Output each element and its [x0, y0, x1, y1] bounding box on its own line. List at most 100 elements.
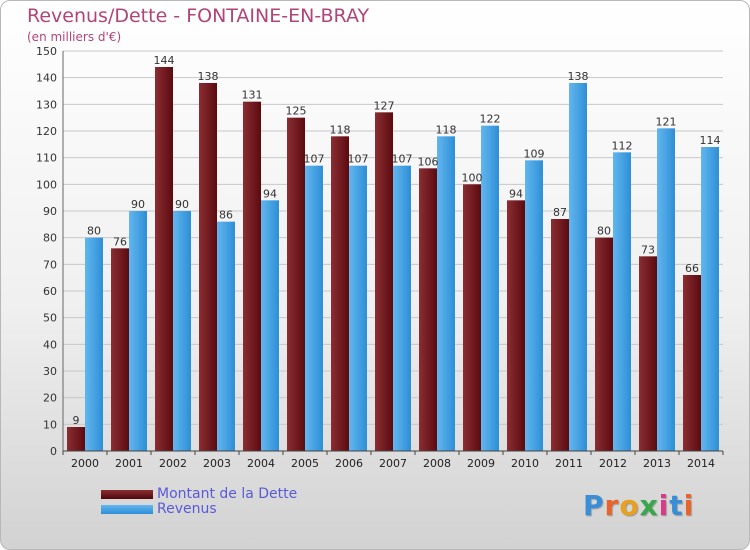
bar-dette [375, 112, 393, 451]
bar-revenus [569, 83, 587, 451]
chart-subtitle: (en milliers d'€) [27, 30, 122, 44]
bar-revenus [657, 128, 675, 451]
bar-dette [463, 184, 481, 452]
bar-revenus [217, 221, 235, 451]
data-labels: 9 80 76 90 144 90 138 86 131 94 125 107 118 107 127 107… [73, 54, 721, 427]
data-label-revenus: 121 [656, 115, 677, 128]
y-tick-label: 60 [43, 285, 57, 298]
y-tick-label: 70 [43, 258, 57, 271]
x-tick-label: 2010 [511, 457, 539, 470]
bars [67, 67, 719, 452]
data-label-dette: 80 [597, 225, 611, 238]
y-tick-label: 150 [36, 45, 57, 58]
bar-revenus [481, 125, 499, 452]
bar-revenus [613, 152, 631, 452]
data-label-revenus: 138 [568, 70, 589, 83]
legend-label-dette: Montant de la Dette [157, 486, 298, 502]
bar-dette [683, 275, 701, 451]
x-tick-label: 2007 [379, 457, 407, 470]
y-tick-label: 100 [36, 178, 57, 191]
y-tick-label: 120 [36, 125, 57, 138]
bar-dette [551, 219, 569, 451]
data-label-revenus: 122 [480, 113, 501, 126]
logo-letter: i [683, 489, 695, 522]
x-tick-label: 2003 [203, 457, 231, 470]
bar-revenus [305, 165, 323, 451]
data-label-revenus: 118 [436, 123, 457, 136]
y-tick-label: 10 [43, 418, 57, 431]
x-tick-label: 2012 [599, 457, 627, 470]
x-tick-label: 2006 [335, 457, 363, 470]
logo-letter: t [669, 489, 684, 522]
logo-letter: P [583, 489, 605, 522]
data-label-dette: 87 [553, 206, 567, 219]
data-label-dette: 131 [242, 89, 263, 102]
x-tick-label: 2002 [159, 457, 187, 470]
data-label-revenus: 107 [304, 153, 325, 166]
legend-swatch-revenus [101, 505, 153, 514]
x-tick-label: 2001 [115, 457, 143, 470]
y-tick-label: 40 [43, 338, 57, 351]
y-tick-label: 50 [43, 312, 57, 325]
data-label-dette: 127 [374, 99, 395, 112]
data-label-revenus: 90 [175, 198, 189, 211]
x-tick-label: 2005 [291, 457, 319, 470]
y-tick-label: 140 [36, 72, 57, 85]
bar-dette [199, 83, 217, 451]
x-axis: 2000 2001 2002 2003 2004 2005 2006 2007 2008 2009… [62, 450, 724, 470]
data-label-revenus: 90 [131, 198, 145, 211]
logo-letter: x [639, 489, 659, 522]
x-tick-label: 2009 [467, 457, 495, 470]
data-label-dette: 125 [286, 105, 307, 118]
bar-revenus [437, 136, 455, 452]
data-label-revenus: 107 [348, 153, 369, 166]
data-label-dette: 100 [462, 171, 483, 184]
bar-dette [155, 67, 173, 451]
bar-dette [67, 427, 85, 451]
x-tick-label: 2004 [247, 457, 275, 470]
data-label-dette: 66 [685, 262, 699, 275]
data-label-dette: 138 [198, 70, 219, 83]
bar-revenus [349, 165, 367, 451]
bar-revenus [261, 200, 279, 451]
bar-dette [111, 248, 129, 451]
y-tick-label: 80 [43, 232, 57, 245]
bar-dette [507, 200, 525, 451]
data-label-revenus: 112 [612, 139, 633, 152]
bar-dette [595, 237, 613, 451]
y-tick-label: 110 [36, 152, 57, 165]
legend-swatch-dette [101, 490, 153, 499]
data-label-dette: 94 [509, 187, 523, 200]
data-label-dette: 106 [418, 155, 439, 168]
logo-letter: i [658, 489, 670, 522]
y-tick-label: 20 [43, 392, 57, 405]
proxiti-logo: Proxiti [583, 489, 694, 522]
bar-revenus [85, 237, 103, 451]
data-label-revenus: 107 [392, 153, 413, 166]
x-tick-label: 2000 [71, 457, 99, 470]
y-tick-label: 130 [36, 98, 57, 111]
x-tick-label: 2008 [423, 457, 451, 470]
bar-revenus [129, 211, 147, 451]
y-tick-label: 90 [43, 205, 57, 218]
data-label-dette: 73 [641, 243, 655, 256]
bar-revenus [173, 211, 191, 451]
bar-dette [243, 101, 261, 452]
y-axis: 0 10 20 30 40 50 60 70 80 90 100 110 120 130 140 150 [36, 45, 64, 458]
chart-title: Revenus/Dette - FONTAINE-EN-BRAY [27, 5, 370, 27]
logo-letter: o [619, 489, 640, 522]
bar-revenus [525, 160, 543, 452]
x-tick-label: 2011 [555, 457, 583, 470]
data-label-revenus: 80 [87, 225, 101, 238]
x-tick-label: 2014 [687, 457, 715, 470]
bar-dette [639, 256, 657, 451]
data-label-revenus: 86 [219, 209, 233, 222]
data-label-dette: 9 [73, 414, 80, 427]
legend-label-revenus: Revenus [157, 501, 217, 517]
bar-dette [331, 136, 349, 452]
bar-revenus [393, 165, 411, 451]
bar-revenus [701, 147, 719, 451]
bar-dette [419, 168, 437, 452]
